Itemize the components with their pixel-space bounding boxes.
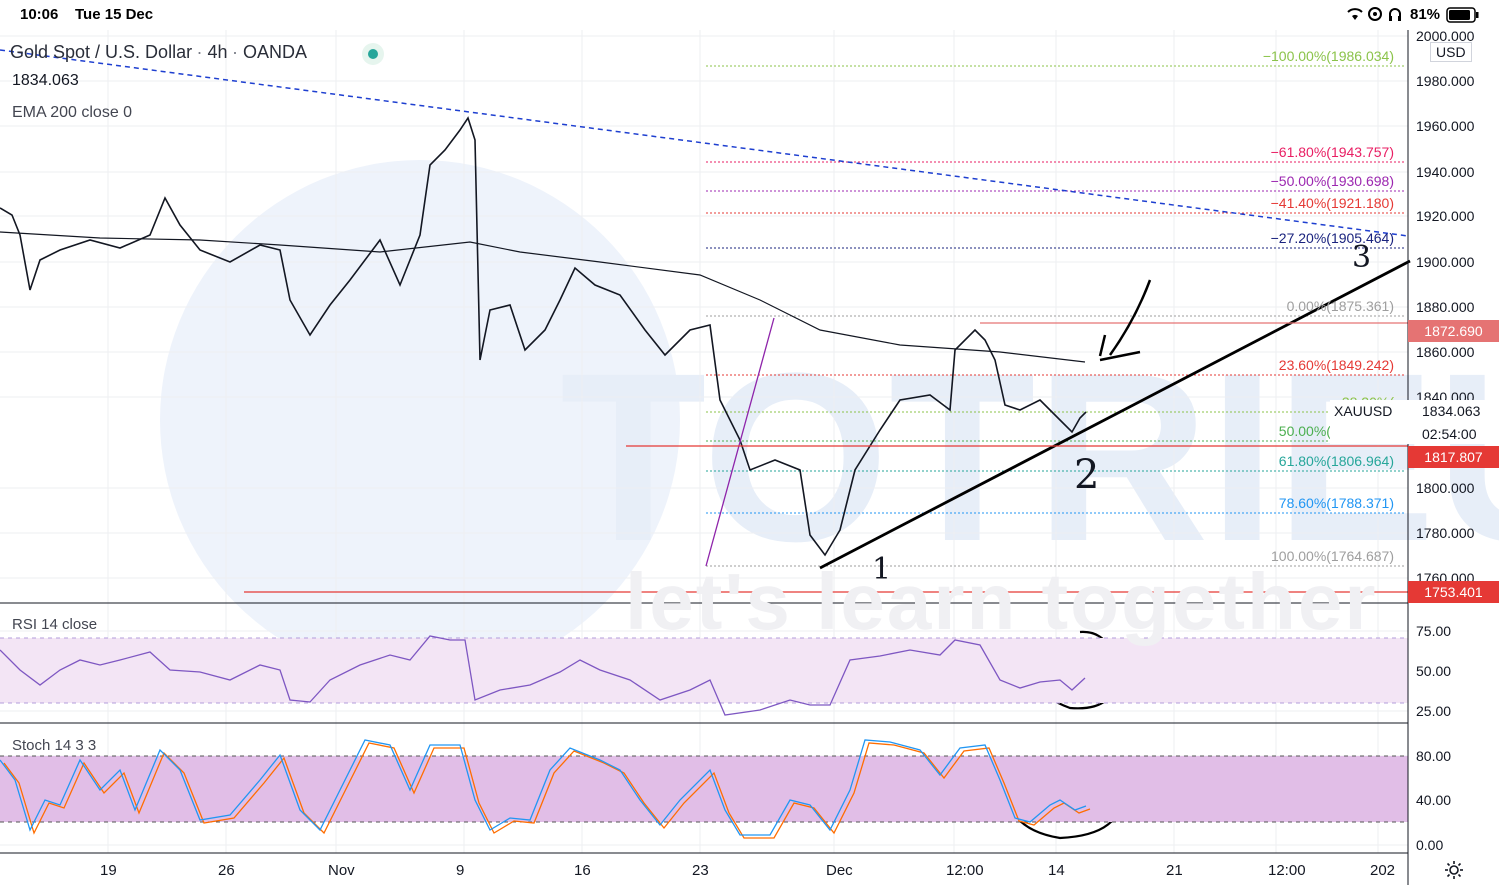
fib-level-label: −41.40%(1921.180) bbox=[1270, 195, 1394, 211]
source-label: OANDA bbox=[243, 42, 308, 62]
fib-level-label: −27.20%(1905.464) bbox=[1270, 230, 1394, 246]
time-tick-label: 202 bbox=[1370, 862, 1396, 879]
price-tick-label: 1940.000 bbox=[1416, 164, 1475, 180]
market-status-icon[interactable] bbox=[362, 43, 384, 65]
status-time: 10:06 bbox=[20, 6, 59, 23]
stoch-k-line bbox=[0, 739, 1087, 836]
price-tick-label: 2000.000 bbox=[1416, 28, 1475, 44]
annotation-3: 3 bbox=[1352, 240, 1372, 275]
status-bar: 10:06 Tue 15 Dec 81% bbox=[0, 0, 1499, 30]
grid bbox=[0, 30, 1408, 853]
stoch-tick-label: 0.00 bbox=[1416, 837, 1444, 853]
fib-level-label: 0.00%(1875.361) bbox=[1286, 298, 1394, 314]
fib-lines bbox=[706, 65, 1406, 567]
time-tick-label: 9 bbox=[456, 862, 465, 879]
price-label-1817: 1817.807 bbox=[1408, 446, 1499, 468]
price-label-1872: 1872.690 bbox=[1408, 320, 1499, 342]
location-icon bbox=[1368, 6, 1382, 27]
interval-label[interactable]: 4h bbox=[207, 42, 228, 62]
watermark-logo-text: TOTRIEU bbox=[560, 323, 1499, 591]
fib-level-label: 23.60%(1849.242) bbox=[1278, 357, 1394, 373]
stoch-band bbox=[0, 756, 1408, 822]
price-tick-label: 1960.000 bbox=[1416, 118, 1475, 134]
watermark-tagline: let's learn together bbox=[625, 557, 1378, 646]
price-tick-label: 1800.000 bbox=[1416, 480, 1475, 496]
time-tick-label: 12:00 bbox=[1268, 862, 1306, 879]
last-price-legend: 1834.063 bbox=[12, 72, 79, 89]
time-tick-label: 16 bbox=[574, 862, 591, 879]
rsi-tick-label: 75.00 bbox=[1416, 623, 1452, 639]
time-tick-label: Nov bbox=[328, 862, 355, 879]
rsi-band bbox=[0, 638, 1408, 703]
price-tick-label: 1980.000 bbox=[1416, 73, 1475, 89]
ema-legend[interactable]: EMA 200 close 0 bbox=[12, 104, 133, 121]
price-series bbox=[0, 116, 1087, 557]
price-tick-label: 1780.000 bbox=[1416, 525, 1475, 541]
ascending-trendline[interactable] bbox=[819, 259, 1411, 570]
fib-level-label: −50.00%(1930.698) bbox=[1270, 173, 1394, 189]
headphones-icon bbox=[1388, 6, 1402, 27]
stoch-d-line bbox=[3, 742, 1091, 839]
symbol-tag: XAUUSD bbox=[1334, 403, 1393, 419]
watermark-logo bbox=[160, 160, 680, 680]
gear-icon[interactable] bbox=[1444, 860, 1464, 885]
fib-level-label: 100.00%(1764.687) bbox=[1271, 548, 1394, 564]
current-price-label: XAUUSD 1834.063 02:54:00 bbox=[1330, 400, 1499, 444]
dashed-trendline[interactable] bbox=[0, 49, 1409, 237]
rsi-legend[interactable]: RSI 14 close bbox=[12, 616, 98, 633]
chart-legend[interactable]: Gold Spot / U.S. Dollar · 4h · OANDA bbox=[10, 42, 308, 62]
fib-level-label: −61.80%(1943.757) bbox=[1270, 144, 1394, 160]
price-tick-label: 1860.000 bbox=[1416, 344, 1475, 360]
rsi-tick-label: 50.00 bbox=[1416, 663, 1452, 679]
time-tick-label: Dec bbox=[826, 862, 853, 879]
fib-level-label: 61.80%(1806.964) bbox=[1278, 453, 1394, 469]
time-tick-label: 21 bbox=[1166, 862, 1183, 879]
price-tick-label: 1900.000 bbox=[1416, 254, 1475, 270]
annotation-2: 2 bbox=[1074, 452, 1100, 498]
purple-trendline[interactable] bbox=[705, 317, 775, 567]
annotation-arrow-head bbox=[1098, 334, 1107, 357]
price-tick-label: 1880.000 bbox=[1416, 299, 1475, 315]
currency-label[interactable]: USD bbox=[1430, 42, 1472, 62]
annotation-arrow bbox=[1099, 279, 1152, 362]
ema-200-line bbox=[0, 231, 1086, 363]
rsi-line bbox=[0, 635, 1086, 716]
symbol-title: Gold Spot / U.S. Dollar bbox=[10, 42, 193, 62]
stoch-tick-label: 80.00 bbox=[1416, 748, 1452, 764]
time-tick-label: 12:00 bbox=[946, 862, 984, 879]
time-tick-label: 26 bbox=[218, 862, 235, 879]
stoch-legend[interactable]: Stoch 14 3 3 bbox=[12, 737, 97, 754]
fib-level-label: 78.60%(1788.371) bbox=[1278, 495, 1394, 511]
annotation-1: 1 bbox=[872, 552, 892, 587]
time-tick-label: 14 bbox=[1048, 862, 1065, 879]
rsi-tick-label: 25.00 bbox=[1416, 703, 1452, 719]
fib-level-label: −100.00%(1986.034) bbox=[1262, 48, 1394, 64]
battery-icon bbox=[1446, 7, 1480, 28]
symbol-price: 1834.063 bbox=[1422, 403, 1481, 419]
wifi-icon bbox=[1346, 6, 1364, 26]
status-date: Tue 15 Dec bbox=[75, 6, 154, 23]
price-tick-label: 1920.000 bbox=[1416, 208, 1475, 224]
stoch-tick-label: 40.00 bbox=[1416, 792, 1452, 808]
time-tick-label: 23 bbox=[692, 862, 709, 879]
price-label-1753: 1753.401 bbox=[1408, 581, 1499, 603]
time-tick-label: 19 bbox=[100, 862, 117, 879]
battery-percent: 81% bbox=[1410, 6, 1441, 23]
bar-countdown: 02:54:00 bbox=[1422, 426, 1477, 442]
